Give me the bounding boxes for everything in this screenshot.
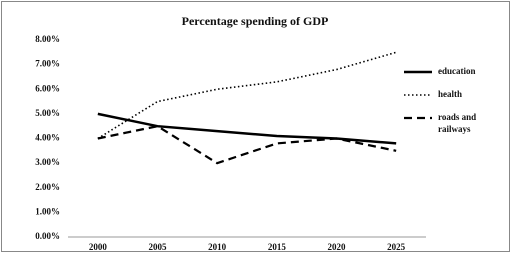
x-tick-label: 2005 bbox=[149, 242, 168, 252]
x-tick-label: 2010 bbox=[208, 242, 227, 252]
y-tick-label: 5.00% bbox=[35, 108, 60, 118]
line-series bbox=[97, 125, 397, 165]
x-tick-label: 2020 bbox=[328, 242, 347, 252]
chart-title: Percentage spending of GDP bbox=[182, 14, 329, 28]
y-tick-label: 8.00% bbox=[35, 34, 60, 44]
x-tick-label: 2015 bbox=[268, 242, 287, 252]
line-series bbox=[97, 112, 397, 145]
legend-label: health bbox=[438, 89, 462, 99]
y-tick-label: 3.00% bbox=[35, 157, 60, 167]
legend-label: education bbox=[438, 66, 476, 76]
line-series bbox=[97, 51, 397, 140]
legend-label: roads and railways bbox=[438, 112, 476, 134]
y-tick-label: 7.00% bbox=[35, 59, 60, 69]
y-tick-label: 0.00% bbox=[35, 231, 60, 241]
x-tick-label: 2025 bbox=[387, 242, 406, 252]
y-tick-label: 6.00% bbox=[35, 83, 60, 93]
y-tick-label: 1.00% bbox=[35, 206, 60, 216]
x-tick-label: 2000 bbox=[89, 242, 108, 252]
y-tick-label: 2.00% bbox=[35, 182, 60, 192]
y-tick-label: 4.00% bbox=[35, 133, 60, 143]
